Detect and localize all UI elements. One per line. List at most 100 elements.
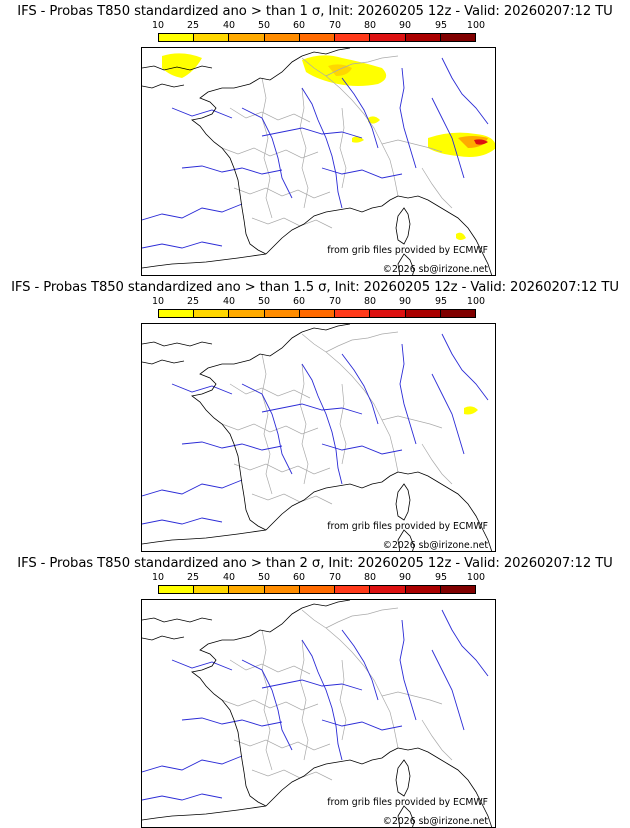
colorbar-label: 60 [292,572,306,583]
colorbar-label: 60 [292,20,306,31]
colorbar-segment [159,586,195,593]
colorbar-segment [264,586,300,593]
river-line [431,373,465,455]
admin-border [301,333,399,473]
coastline [142,529,267,545]
colorbar-segment [335,586,371,593]
colorbar-segment [335,310,371,317]
colorbar [158,309,476,318]
coastline [191,607,303,807]
river-line [341,629,379,701]
river-line [142,241,223,249]
admin-border [339,107,347,189]
river-line [399,343,417,445]
admin-border [421,167,453,209]
colorbar-label: 95 [434,20,448,31]
admin-border [325,331,399,353]
river-line [431,649,465,731]
coastline [142,65,213,71]
admin-border [229,107,311,123]
colorbar-label: 100 [466,572,486,583]
admin-border [339,383,347,465]
colorbar-label: 25 [186,20,200,31]
source-credit: from grib files provided by ECMWF [327,245,488,256]
admin-border [421,443,453,485]
river-line [441,57,489,125]
coastline [265,471,399,531]
river-line [321,167,403,179]
admin-border [233,187,331,199]
probability-shading [352,136,364,143]
colorbar-segment [440,310,475,317]
colorbar-segment [405,34,441,41]
coastline [265,195,399,255]
admin-border [325,55,399,77]
admin-border [251,493,333,505]
copyright-text: ©2026 sb@irizone.net [382,264,488,275]
colorbar-segment [264,34,300,41]
river-line [301,87,343,209]
coastline [397,747,493,827]
map-canvas [142,48,495,275]
coastline [397,529,415,551]
colorbar-segment [229,310,265,317]
map-canvas [142,600,493,827]
admin-border [299,363,309,485]
admin-border [251,769,333,781]
coastline [397,195,493,275]
coastline [142,635,185,641]
colorbar-segment [440,586,475,593]
colorbar-label: 80 [363,20,377,31]
probability-shading [328,64,352,76]
colorbar-label: 40 [222,20,236,31]
colorbar-segment [159,310,195,317]
river-line [261,403,363,415]
river-line [142,755,243,773]
colorbar-segment [299,34,336,41]
river-line [321,443,403,455]
river-line [301,363,343,485]
coastline [142,617,213,623]
admin-border [233,463,331,475]
colorbar-label: 40 [222,572,236,583]
coastline [191,55,303,255]
colorbar-label: 10 [151,296,165,307]
colorbar-label: 90 [398,20,412,31]
admin-border [381,691,443,705]
colorbar-label: 50 [257,296,271,307]
colorbar-labels: 10 25 40 50 60 70 80 90 95 100 [141,296,496,307]
colorbar-segment [264,310,300,317]
colorbar-segment [229,586,265,593]
admin-border [229,383,311,399]
colorbar-label: 95 [434,296,448,307]
colorbar-label: 10 [151,20,165,31]
admin-border [229,659,311,675]
probability-shading [456,232,466,240]
probability-shading [474,139,488,145]
admin-border [299,639,309,761]
river-line [261,679,363,691]
panel-title: IFS - Probas T850 standardized ano > tha… [11,280,619,295]
colorbar-label: 70 [328,20,342,31]
france-map: from grib files provided by ECMWF ©2026 … [141,323,496,552]
admin-border [261,77,273,219]
coastline [301,600,351,609]
colorbar-segment [194,34,230,41]
colorbar-labels: 10 25 40 50 60 70 80 90 95 100 [141,572,496,583]
probability-shading [368,116,380,124]
panel-title: IFS - Probas T850 standardized ano > tha… [17,4,613,19]
admin-border [251,217,333,229]
river-line [171,383,233,395]
probability-shading [464,406,478,415]
coastline [142,359,185,365]
colorbar-label: 70 [328,572,342,583]
colorbar-label: 90 [398,572,412,583]
river-line [181,441,283,451]
admin-border [301,57,399,197]
map-panel-3: IFS - Probas T850 standardized ano > tha… [0,552,630,828]
colorbar-segment [370,310,406,317]
colorbar-segment [299,310,336,317]
river-line [241,659,293,751]
river-line [399,619,417,721]
coastline [397,805,415,827]
